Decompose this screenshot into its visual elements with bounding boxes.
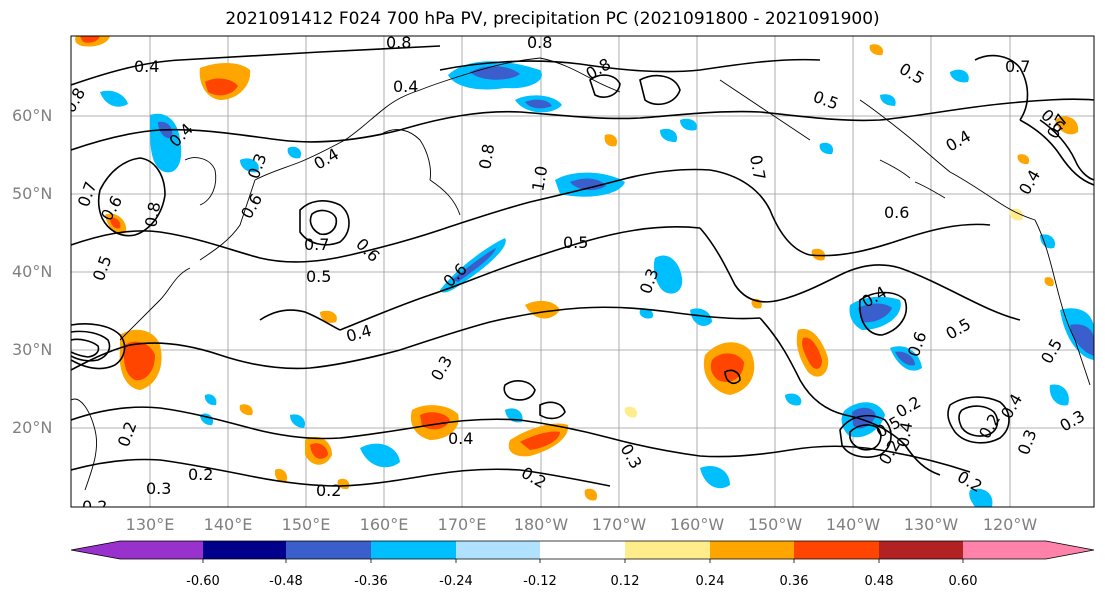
contour-label: 0.7	[1005, 57, 1030, 76]
contour-label: 0.4	[134, 57, 159, 76]
colorbar-segment-8	[794, 541, 879, 559]
colorbar-segment-7	[710, 541, 794, 559]
colorbar-segment-6	[625, 541, 710, 559]
lon-tick-label: 160°W	[669, 515, 725, 534]
colorbar-tick-label: 0.36	[779, 574, 809, 589]
colorbar	[70, 540, 1095, 563]
contour-label: 0.2	[316, 481, 341, 500]
lon-tick-label: 140°W	[825, 515, 881, 534]
contour-label: 0.4	[448, 429, 473, 448]
colorbar-segment-0	[71, 541, 203, 559]
colorbar-segment-9	[879, 541, 963, 559]
contour-label: 0.5	[563, 233, 588, 252]
lon-tick-label: 130°W	[903, 515, 959, 534]
lon-tick-label: 150°E	[281, 515, 331, 534]
colorbar-segment-10	[963, 541, 1094, 559]
colorbar-segment-3	[371, 541, 456, 559]
colorbar-segment-1	[203, 541, 286, 559]
colorbar-tick-label: 0.48	[864, 574, 894, 589]
colorbar-segment-4	[456, 541, 540, 559]
lat-tick-label: 50°N	[12, 184, 53, 203]
contour-label: 0.8	[141, 200, 164, 228]
contour-label: 1.0	[528, 164, 551, 192]
contour-label: 0.2	[188, 465, 213, 484]
colorbar-tick-label: -0.60	[186, 574, 220, 589]
contour-label: 0.8	[527, 33, 552, 52]
contour-label: 0.5	[306, 267, 331, 286]
contour-label: 0.4	[893, 420, 916, 448]
lat-tick-label: 30°N	[12, 340, 53, 359]
lon-tick-label: 170°W	[591, 515, 647, 534]
colorbar-tick-label: -0.24	[439, 574, 473, 589]
colorbar-tick-label: 0.60	[948, 574, 978, 589]
map-frame	[70, 35, 1095, 508]
contour-label: 0.6	[884, 203, 909, 222]
colorbar-tick-label: -0.12	[523, 574, 557, 589]
colorbar-tick-label: -0.48	[269, 574, 303, 589]
lon-tick-label: 150°W	[747, 515, 803, 534]
contour-label: 0.2	[82, 497, 107, 516]
lat-tick-label: 60°N	[12, 106, 53, 125]
precipitation-shading	[75, 36, 1094, 507]
colorbar-outline	[70, 540, 1095, 560]
pv-contours	[71, 45, 1094, 487]
lon-tick-label: 180°W	[513, 515, 569, 534]
colorbar-tick-label: 0.12	[610, 574, 640, 589]
contour-label: 0.3	[146, 479, 171, 498]
colorbar-tick-label: -0.36	[354, 574, 388, 589]
lat-tick-label: 20°N	[12, 418, 53, 437]
map-background	[71, 36, 1094, 507]
lon-tick-label: 130°E	[125, 515, 175, 534]
contour-label: 0.8	[475, 142, 498, 170]
contour-label: 0.8	[386, 33, 411, 52]
lon-tick-label: 170°E	[437, 515, 487, 534]
colorbar-segment-5	[540, 541, 625, 559]
lon-tick-label: 160°E	[359, 515, 409, 534]
colorbar-segment-2	[286, 541, 371, 559]
lon-tick-label: 140°E	[203, 515, 253, 534]
contour-label: 0.4	[393, 77, 418, 96]
lat-tick-label: 40°N	[12, 262, 53, 281]
colorbar-tick-label: 0.24	[695, 574, 725, 589]
lon-tick-label: 120°W	[982, 515, 1038, 534]
contour-label: 0.7	[304, 235, 329, 254]
map-title: 2021091412 F024 700 hPa PV, precipitatio…	[225, 9, 880, 29]
contour-label: 0.7	[746, 153, 769, 181]
